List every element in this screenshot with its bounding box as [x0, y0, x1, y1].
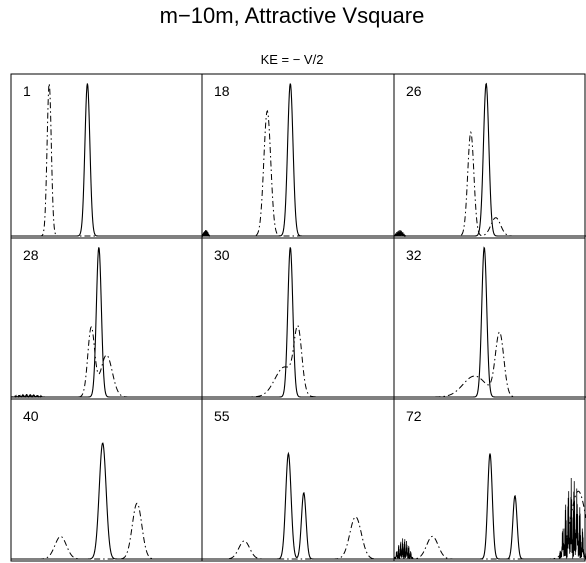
- dashdot-series-line: [394, 490, 586, 560]
- panel-frame: [201, 237, 395, 400]
- panel-grid: 1 18 26 28 30 32 40 55 72: [10, 73, 586, 562]
- panel: 55: [201, 398, 395, 562]
- figure-subtitle: KE = − V/2: [261, 52, 324, 67]
- panel-frame: [10, 398, 203, 562]
- dashdot-series-line: [11, 83, 202, 237]
- panel-label: 1: [23, 83, 31, 99]
- panel-label: 55: [214, 408, 230, 424]
- panel-label: 32: [406, 247, 422, 263]
- solid-series-line: [202, 83, 394, 237]
- panel: 18: [201, 73, 395, 239]
- dashdot-series-line: [202, 516, 394, 560]
- noise-region-line: [558, 478, 586, 560]
- figure-title: m−10m, Attractive Vsquare: [160, 3, 425, 28]
- panel-frame: [201, 398, 395, 562]
- panel: 32: [393, 237, 586, 400]
- solid-series-line: [11, 247, 202, 398]
- solid-series-line: [202, 451, 394, 560]
- panel: 72: [393, 398, 586, 562]
- noise-region-line: [10, 393, 46, 399]
- solid-series-line: [394, 453, 586, 560]
- panel: 1: [10, 73, 203, 239]
- solid-series-line: [394, 82, 586, 237]
- solid-series-line: [202, 247, 394, 398]
- dashdot-series-line: [11, 502, 202, 560]
- panel-frame: [393, 398, 586, 562]
- solid-series-line: [11, 83, 202, 237]
- solid-series-line: [394, 246, 586, 398]
- dashdot-series-line: [394, 130, 586, 237]
- panel-label: 40: [23, 408, 39, 424]
- panel-label: 28: [23, 247, 39, 263]
- noise-region-line: [201, 230, 211, 238]
- dashdot-series-line: [11, 326, 202, 398]
- dashdot-series-line: [202, 109, 394, 237]
- panel-label: 30: [214, 247, 230, 263]
- noise-region-line: [393, 230, 406, 238]
- dashdot-series-line: [394, 331, 586, 398]
- panel-label: 72: [406, 408, 422, 424]
- panel-label: 26: [406, 83, 422, 99]
- panel: 28: [10, 237, 203, 400]
- panel-frame: [201, 73, 395, 239]
- panel: 26: [393, 73, 586, 239]
- panel-frame: [10, 237, 203, 400]
- noise-region-line: [393, 538, 414, 560]
- panel-label: 18: [214, 83, 230, 99]
- panel-frame: [10, 73, 203, 239]
- panel: 30: [201, 237, 395, 400]
- solid-series-line: [11, 442, 202, 560]
- panel: 40: [10, 398, 203, 562]
- dashdot-series-line: [202, 324, 394, 398]
